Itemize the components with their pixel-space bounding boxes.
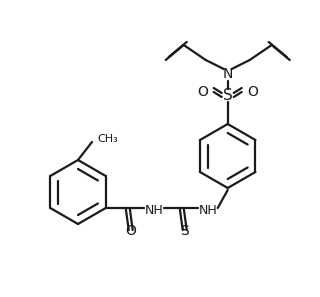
Text: S: S [223,88,233,102]
Text: NH: NH [198,203,217,217]
Text: O: O [125,224,136,238]
Text: O: O [247,85,258,99]
Text: N: N [222,67,233,81]
Text: O: O [197,85,208,99]
Text: S: S [180,224,189,238]
Text: NH: NH [144,203,163,217]
Text: CH₃: CH₃ [97,134,118,144]
